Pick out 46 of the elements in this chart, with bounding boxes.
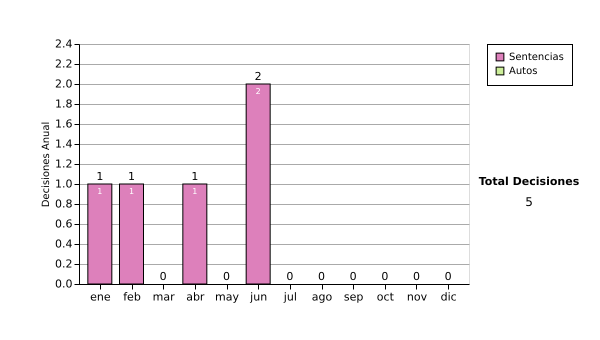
y-tick-label: 1.6 — [55, 118, 72, 130]
total-label: 2 — [254, 70, 262, 83]
y-tick-label: 1.0 — [55, 178, 72, 190]
y-tick-label: 1.2 — [55, 158, 72, 170]
y-tick-label: 2.4 — [55, 38, 72, 50]
data-label: 2 — [256, 87, 261, 96]
y-tick-label: 1.4 — [55, 138, 72, 150]
total-label: 0 — [286, 270, 294, 283]
legend-label: Autos — [509, 66, 538, 77]
total-label: 0 — [223, 270, 230, 283]
legend-label: Sentencias — [509, 52, 564, 63]
y-tick-label: 0.8 — [55, 198, 72, 210]
x-tick-label: ene — [90, 290, 111, 304]
text: Total Decisiones — [478, 175, 580, 188]
total-label: 0 — [350, 270, 357, 283]
total-label: 1 — [191, 170, 198, 183]
total-label: 0 — [413, 270, 420, 283]
total-label: 0 — [160, 270, 167, 283]
total-label: 0 — [318, 270, 325, 283]
total-label: 1 — [128, 170, 135, 183]
x-tick-label: ago — [312, 290, 332, 304]
x-tick-label: mar — [152, 290, 176, 304]
y-tick-label: 0.6 — [55, 218, 72, 230]
data-label: 1 — [97, 187, 102, 196]
y-tick-label: 2.0 — [55, 78, 72, 90]
y-tick-label: 0.4 — [55, 238, 72, 250]
y-tick-label: 0.0 — [55, 278, 72, 290]
x-tick-label: nov — [406, 290, 428, 304]
y-tick-label: 2.2 — [55, 58, 72, 70]
data-label: 1 — [192, 187, 198, 196]
data-label: 1 — [128, 187, 134, 196]
x-tick-label: feb — [123, 290, 141, 304]
y-tick-label: 0.2 — [55, 258, 72, 270]
x-tick-label: abr — [186, 290, 205, 304]
x-tick-label: dic — [440, 290, 457, 304]
text: 5 — [525, 195, 533, 209]
x-tick-label: oct — [376, 290, 395, 304]
total-label: 0 — [381, 270, 388, 283]
y-tick-label: 1.8 — [55, 98, 72, 110]
x-tick-label: sep — [344, 290, 364, 304]
total-label: 0 — [444, 270, 452, 283]
x-tick-label: jun — [249, 290, 268, 304]
total-label: 1 — [96, 170, 104, 183]
x-tick-label: may — [215, 290, 240, 304]
x-tick-label: jul — [282, 290, 297, 304]
y-axis-title: Decisiones Anual — [41, 122, 52, 208]
